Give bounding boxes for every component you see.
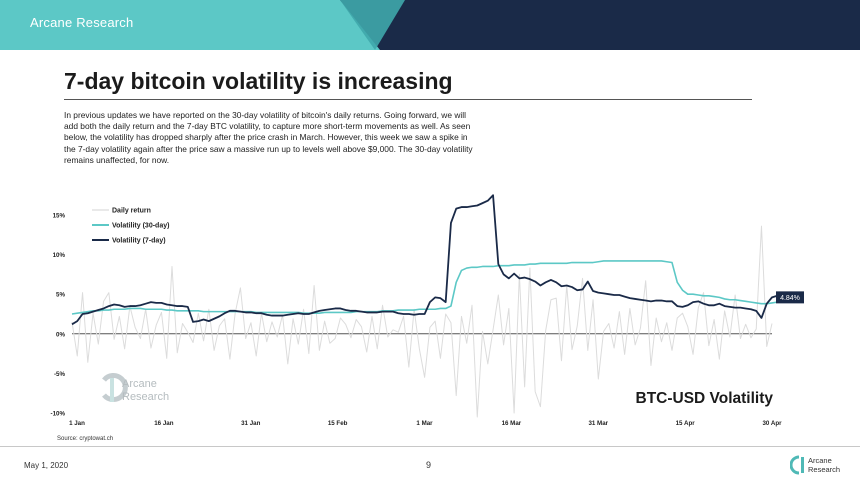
title-divider	[64, 99, 752, 100]
y-tick-label: 15%	[53, 213, 66, 220]
arcane-watermark: Arcane Research	[102, 373, 169, 403]
watermark-line2: Research	[122, 391, 169, 403]
footer-logo-line2: Research	[808, 465, 841, 474]
source-note: Source: cryptowat.ch	[57, 436, 114, 442]
header-shapes	[0, 0, 860, 50]
legend-label: Daily return	[112, 208, 151, 215]
body-paragraph: In previous updates we have reported on …	[64, 110, 473, 165]
footer-logo-line1: Arcane	[808, 456, 832, 465]
daily-return-line	[71, 225, 773, 418]
legend-label: Volatility (7-day)	[112, 238, 166, 245]
end-label-box	[776, 291, 804, 304]
footer-divider	[0, 446, 860, 447]
x-tick-label: 30 Apr	[762, 420, 782, 427]
page-number: 9	[426, 460, 432, 470]
x-tick-label: 15 Feb	[328, 420, 348, 427]
legend-label: Volatility (30-day)	[112, 223, 169, 230]
chart-title: BTC-USD Volatility	[636, 390, 774, 407]
y-tick-label: 0%	[56, 331, 65, 338]
footer-logo-icon	[790, 455, 804, 475]
x-tick-label: 1 Mar	[416, 420, 433, 427]
report-date: May 1, 2020	[24, 461, 69, 470]
end-value-label: 4.84%	[776, 291, 804, 304]
volatility-chart: Arcane Research 15% 10% 5% 0% -5% -10%1 Jan 16…	[51, 194, 804, 427]
y-tick-label: 10%	[53, 252, 66, 259]
x-tick-label: 1 Jan	[69, 420, 85, 427]
brand-name: Arcane Research	[30, 15, 134, 30]
x-tick-label: 16 Jan	[154, 420, 173, 427]
x-tick-label: 31 Mar	[588, 420, 608, 427]
volatility-7d-line	[71, 194, 778, 326]
footer-logo: Arcane Research	[790, 454, 850, 476]
y-tick-label: 5%	[56, 292, 65, 299]
end-label-text: 4.84%	[780, 295, 800, 302]
chart-legend: Daily return Volatility (30-day) Volatilit…	[92, 208, 169, 245]
page-title: 7-day bitcoin volatility is increasing	[64, 68, 453, 94]
y-tick-label: -10%	[51, 411, 66, 418]
x-tick-label: 16 Mar	[502, 420, 522, 427]
y-tick-label: -5%	[54, 371, 66, 378]
x-tick-label: 31 Jan	[241, 420, 260, 427]
x-tick-label: 15 Apr	[676, 420, 696, 427]
header-banner: Arcane Research	[0, 0, 860, 50]
watermark-line1: Arcane	[122, 378, 157, 390]
watermark-logo-bar	[110, 378, 114, 402]
